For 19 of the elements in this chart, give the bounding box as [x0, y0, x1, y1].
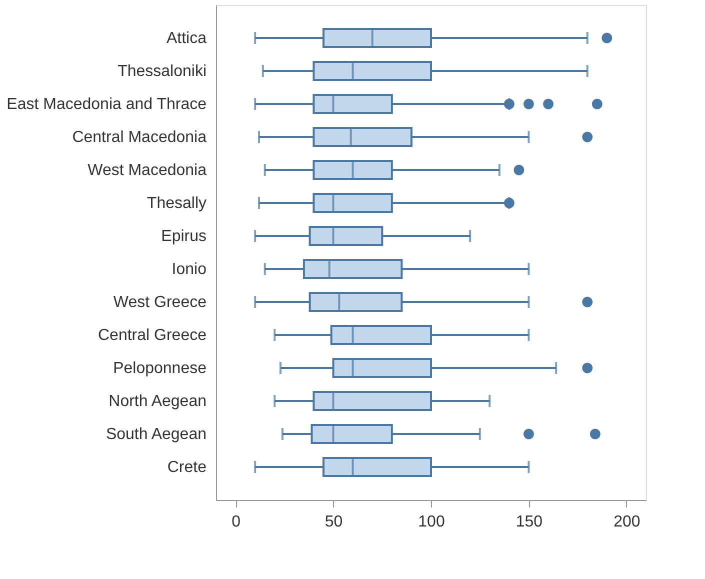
y-tick-label: Peloponnese: [113, 360, 207, 377]
y-tick-label: Attica: [166, 30, 207, 47]
x-tick-label: 50: [324, 514, 343, 530]
y-tick-label: Crete: [167, 459, 207, 476]
y-tick-label: Central Greece: [98, 327, 207, 344]
y-tick-label: Thesally: [146, 195, 206, 212]
y-tick-label: Ionio: [172, 261, 207, 278]
x-tick-label: 200: [614, 514, 640, 530]
x-tick-label: 0: [232, 514, 241, 530]
x-tick-label: 150: [516, 514, 543, 530]
x-tick-label: 100: [418, 514, 445, 530]
y-tick-label: West Macedonia: [88, 162, 207, 179]
y-tick-label: Thessaloniki: [118, 63, 206, 80]
y-tick-label: Epirus: [161, 228, 206, 245]
y-tick-label: South Aegean: [106, 426, 206, 443]
y-tick-label: Central Macedonia: [72, 129, 207, 146]
y-tick-label: West Greece: [113, 294, 207, 311]
y-tick-label: East Macedonia and Thrace: [6, 96, 207, 113]
y-tick-label: North Aegean: [108, 393, 206, 410]
